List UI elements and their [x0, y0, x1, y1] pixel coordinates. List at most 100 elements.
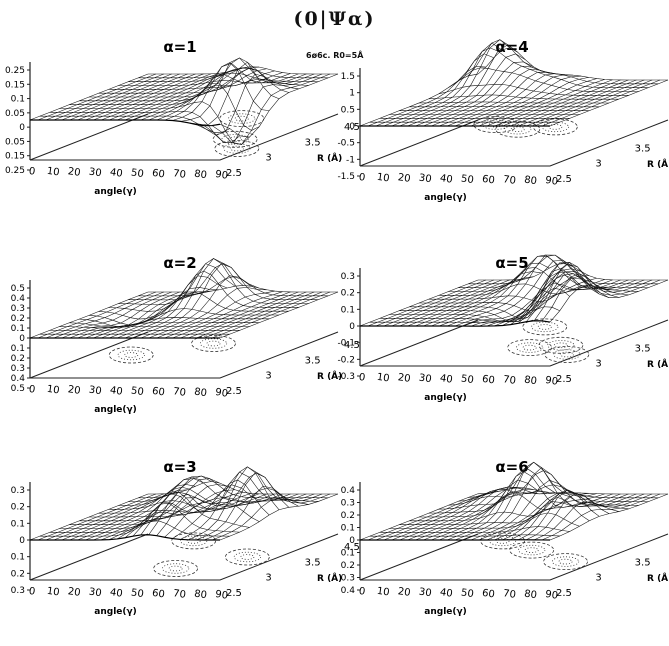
z-tick-label: 0.2	[11, 314, 25, 324]
z-tick-label: 0	[19, 123, 25, 133]
contour-line	[538, 336, 584, 354]
mesh-line-angle	[172, 291, 291, 339]
y-tick-label: 2.5	[226, 168, 242, 179]
z-tick-label: 0.2	[341, 289, 355, 299]
panel-title: α=3	[163, 458, 196, 476]
x-tick-label: 50	[460, 373, 474, 386]
y-tick-label: 3.5	[305, 355, 321, 366]
mesh-line-angle	[124, 491, 244, 538]
mesh-line-angle	[399, 279, 518, 327]
mesh-line-angle	[526, 79, 645, 127]
mesh-line-angle	[478, 492, 597, 541]
contour-line	[480, 532, 525, 550]
mesh-line-angle	[431, 68, 550, 127]
mesh-line-angle	[470, 479, 589, 541]
contour-line	[221, 134, 249, 145]
x-tick-label: 70	[502, 374, 516, 387]
contour-line	[108, 346, 154, 364]
contour-line	[541, 121, 569, 133]
mesh-line-angle	[446, 254, 566, 327]
x-tick-label: 20	[397, 372, 411, 385]
mesh-line-angle	[53, 73, 172, 121]
contour-line	[507, 339, 553, 357]
x-axis-label: angle(γ)	[424, 193, 466, 203]
y-tick-label: 3.5	[305, 557, 321, 568]
contour-line	[543, 553, 588, 570]
x-tick-label: 10	[46, 166, 60, 179]
mesh-line-angle	[486, 279, 605, 327]
mesh-line-r	[108, 270, 299, 312]
mesh-line-angle	[415, 61, 534, 127]
z-tick-label: 0.25	[5, 66, 25, 76]
x-tick-label: 40	[109, 167, 123, 180]
surface-plot-4: α=50.30.20.10-0.1-0.2-0.3 0 10 20 30 40 50 60 70…	[337, 254, 669, 403]
mesh-line-angle	[109, 275, 228, 339]
mesh-line-r	[59, 101, 250, 145]
z-tick-label: 0.3	[11, 364, 25, 374]
contour-line	[186, 538, 201, 544]
x-tick-label: 60	[151, 588, 165, 601]
mesh-line-angle	[391, 39, 510, 127]
mesh-line-angle	[53, 493, 172, 541]
floor-axes	[29, 331, 339, 379]
contour-line	[214, 140, 260, 157]
mesh-line-angle	[454, 74, 574, 127]
x-tick-label: 70	[172, 386, 186, 399]
y-tick-label: 3.5	[635, 143, 651, 154]
mesh-line-angle	[383, 490, 502, 541]
x-tick-label: 30	[88, 385, 102, 398]
mesh-line-angle	[204, 73, 323, 144]
mesh-line-angle	[116, 263, 236, 339]
mesh-line-angle	[124, 258, 244, 339]
mesh-line-angle	[510, 493, 629, 541]
mesh-line-angle	[462, 75, 581, 127]
y-axis-label: R (Å)	[317, 573, 342, 584]
mesh-line-angle	[140, 275, 259, 339]
mesh-line-angle	[534, 79, 653, 127]
x-tick-label: 10	[376, 372, 390, 385]
y-tick-label: 3	[595, 159, 601, 170]
mesh-line-angle	[534, 493, 653, 541]
mesh-line-angle	[211, 493, 331, 541]
mesh-line-angle	[431, 491, 550, 541]
x-tick-label: 0	[358, 586, 366, 598]
figure-title: (0|Ψα)	[293, 8, 376, 30]
z-tick-label: 0.2	[11, 503, 25, 513]
mesh-line-r	[69, 83, 260, 131]
mesh-line-angle	[486, 79, 605, 127]
mesh-line-angle	[148, 491, 267, 535]
mesh-line-angle	[526, 271, 645, 322]
contour-line	[558, 558, 573, 565]
y-tick-label: 2.5	[226, 588, 242, 599]
contour-line	[206, 340, 221, 347]
z-tick-label: -1	[346, 155, 355, 165]
mesh-line-angle	[69, 291, 188, 339]
contour-line	[223, 143, 251, 154]
mesh-line-angle	[219, 493, 339, 541]
mesh-line-angle	[148, 68, 267, 121]
z-tick-label: 1.5	[341, 72, 355, 82]
mesh-line-angle	[541, 493, 661, 541]
panel-title: α=2	[163, 254, 196, 272]
mesh-line-angle	[172, 484, 291, 539]
x-tick-label: 90	[214, 169, 228, 182]
mesh-line-angle	[502, 79, 621, 127]
mesh-line-angle	[45, 291, 164, 339]
contour-line	[548, 124, 563, 130]
mesh-line-angle	[132, 263, 252, 339]
surface-plot-6: α=60.40.30.20.100.10.20.30.4 0 10 20 30 40 50 6…	[341, 458, 669, 617]
z-tick-label: 0	[19, 334, 25, 344]
x-tick-label: 60	[481, 374, 495, 387]
mesh-line-angle	[423, 490, 542, 541]
surface-mesh	[359, 461, 669, 541]
z-tick-label: 0.25	[5, 166, 25, 176]
z-tick-label: 0.1	[341, 305, 355, 315]
z-tick-label: 0.1	[341, 549, 355, 559]
x-tick-label: 80	[523, 375, 537, 388]
x-tick-label: 70	[172, 168, 186, 181]
z-tick-label: 0.3	[11, 304, 25, 314]
mesh-line-angle	[196, 73, 315, 136]
parameter-annotation: 6ø6c. R0=5Å	[306, 51, 364, 60]
x-tick-label: 60	[481, 588, 495, 601]
